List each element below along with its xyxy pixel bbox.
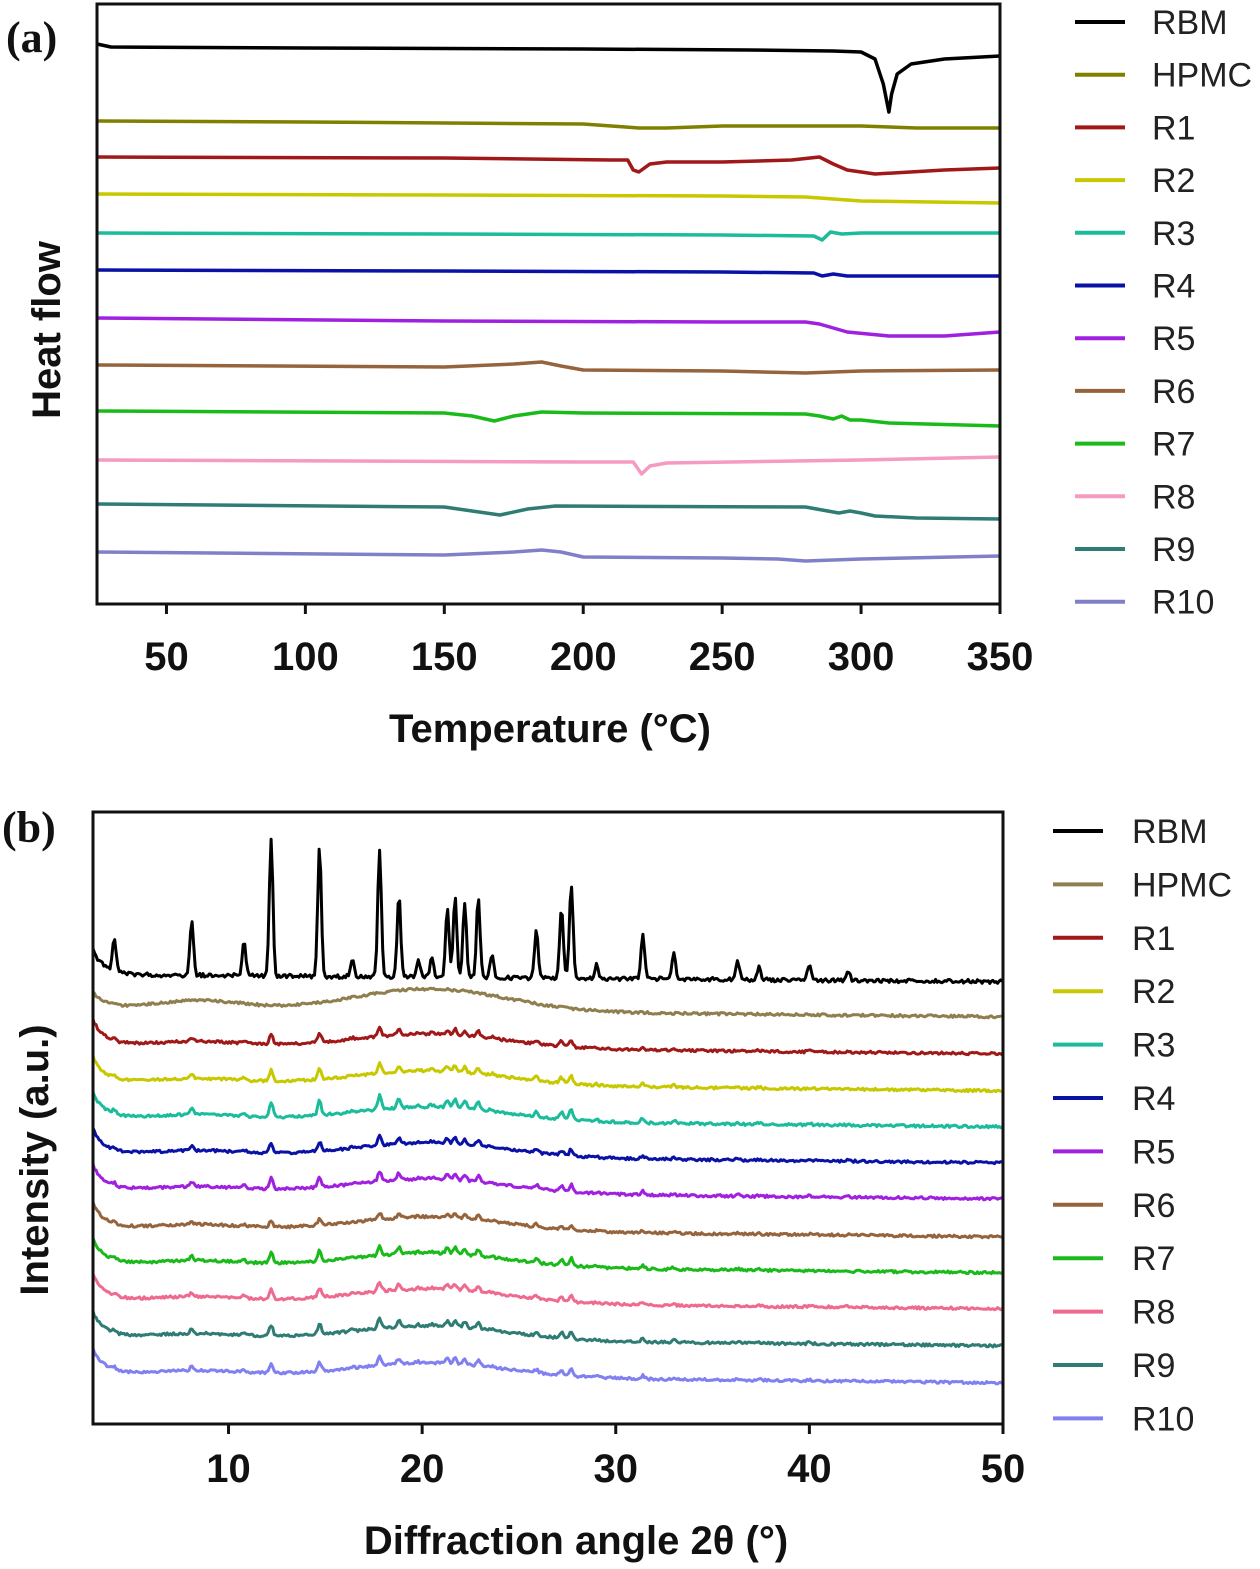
xrd-y-axis-title: Intensity (a.u.): [13, 1024, 57, 1295]
xrd-series-group: [91, 837, 1004, 1386]
dsc-line-r4: [96, 268, 1000, 278]
dsc-series-group: [96, 42, 1001, 563]
dsc-x-axis-title: Temperature (°C): [389, 707, 711, 751]
dsc-legend: RBM HPMC R1 R2 R3 R4 R5 R6 R7 R8 R9 R10: [1075, 4, 1252, 622]
dsc-y-axis-title: Heat flow: [25, 240, 69, 419]
dsc-x-tick-label: 200: [550, 635, 617, 679]
xrd-panel: (b) 10 20 30 40 50 Diffraction angle 2θ (°) …: [0, 790, 1260, 1569]
dsc-legend-label-r9: R9: [1152, 531, 1195, 569]
dsc-legend-label-r8: R8: [1152, 478, 1195, 516]
xrd-x-tick-label: 50: [981, 1447, 1026, 1491]
dsc-line-r9: [96, 502, 1001, 521]
dsc-plot-frame: [95, 2, 1002, 606]
dsc-x-tick-label: 300: [828, 635, 895, 679]
xrd-legend-label-hpmc: HPMC: [1132, 866, 1232, 904]
xrd-x-ticks: 10 20 30 40 50: [206, 1424, 1025, 1491]
dsc-line-hpmc: [96, 119, 1000, 130]
xrd-line-r5: [91, 1163, 1003, 1202]
xrd-legend-label-r1: R1: [1132, 920, 1175, 958]
dsc-line-r5: [96, 316, 1001, 338]
xrd-line-r10: [91, 1347, 1004, 1386]
xrd-line-r4: [91, 1127, 1003, 1166]
xrd-line-r2: [91, 1055, 1003, 1094]
dsc-legend-label-r4: R4: [1152, 268, 1195, 306]
dsc-legend-label-r1: R1: [1152, 109, 1195, 147]
xrd-legend-label-r7: R7: [1132, 1240, 1175, 1278]
xrd-x-tick-label: 40: [787, 1447, 832, 1491]
xrd-legend-label-r9: R9: [1132, 1347, 1175, 1385]
xrd-chart: (b) 10 20 30 40 50 Diffraction angle 2θ (°) …: [2, 803, 1232, 1563]
dsc-line-r6: [96, 360, 1001, 375]
dsc-legend-label-r10: R10: [1152, 584, 1214, 622]
dsc-x-ticks: 50 100 150 200 250 300 350: [144, 604, 1033, 679]
xrd-legend-label-r10: R10: [1132, 1400, 1194, 1438]
xrd-legend-label-r6: R6: [1132, 1187, 1175, 1225]
dsc-x-tick-label: 150: [411, 635, 478, 679]
dsc-chart: (a) 50 100 150 200 250 300 350 Temperature (°C…: [6, 2, 1252, 751]
panel-label-a: (a): [6, 13, 57, 62]
dsc-line-r7: [96, 409, 1001, 428]
xrd-line-r3: [91, 1091, 1003, 1130]
dsc-line-r2: [96, 192, 1001, 205]
xrd-legend-label-r2: R2: [1132, 973, 1175, 1011]
xrd-line-r6: [91, 1201, 1003, 1240]
dsc-legend-label-r6: R6: [1152, 373, 1195, 411]
xrd-line-hpmc: [91, 986, 1003, 1020]
dsc-legend-label-r3: R3: [1152, 215, 1195, 253]
dsc-x-tick-label: 50: [144, 635, 189, 679]
dsc-line-r1: [96, 155, 1001, 176]
xrd-x-tick-label: 10: [206, 1447, 251, 1491]
xrd-line-r8: [91, 1273, 1004, 1312]
dsc-line-r10: [96, 548, 1001, 563]
xrd-x-tick-label: 30: [594, 1447, 639, 1491]
dsc-legend-label-r5: R5: [1152, 320, 1195, 358]
xrd-legend-label-r5: R5: [1132, 1133, 1175, 1171]
xrd-line-r7: [91, 1237, 1003, 1276]
xrd-plot-frame: [91, 810, 1005, 1426]
dsc-line-rbm: [96, 42, 1001, 114]
xrd-legend-label-rbm: RBM: [1132, 813, 1208, 851]
xrd-x-axis-title: Diffraction angle 2θ (°): [364, 1519, 788, 1563]
dsc-x-tick-label: 350: [967, 635, 1034, 679]
xrd-x-tick-label: 20: [400, 1447, 445, 1491]
dsc-panel: (a) 50 100 150 200 250 300 350 Temperature (°C…: [0, 0, 1260, 770]
dsc-line-r8: [96, 455, 1001, 476]
dsc-x-tick-label: 250: [689, 635, 756, 679]
dsc-legend-label-r2: R2: [1152, 162, 1195, 200]
panel-label-b: (b): [2, 803, 56, 852]
dsc-legend-label-r7: R7: [1152, 426, 1195, 464]
dsc-legend-label-hpmc: HPMC: [1152, 57, 1252, 95]
xrd-line-r1: [91, 1018, 1004, 1057]
xrd-legend-label-r8: R8: [1132, 1294, 1175, 1332]
xrd-line-rbm: [91, 837, 1004, 985]
xrd-line-r9: [91, 1310, 1003, 1349]
dsc-line-r3: [96, 230, 1000, 242]
xrd-legend-label-r4: R4: [1132, 1080, 1175, 1118]
dsc-legend-label-rbm: RBM: [1152, 4, 1228, 42]
dsc-x-tick-label: 100: [272, 635, 339, 679]
xrd-legend-label-r3: R3: [1132, 1027, 1175, 1065]
xrd-legend: RBM HPMC R1 R2 R3 R4 R5 R6 R7 R8 R9 R10: [1053, 813, 1232, 1438]
